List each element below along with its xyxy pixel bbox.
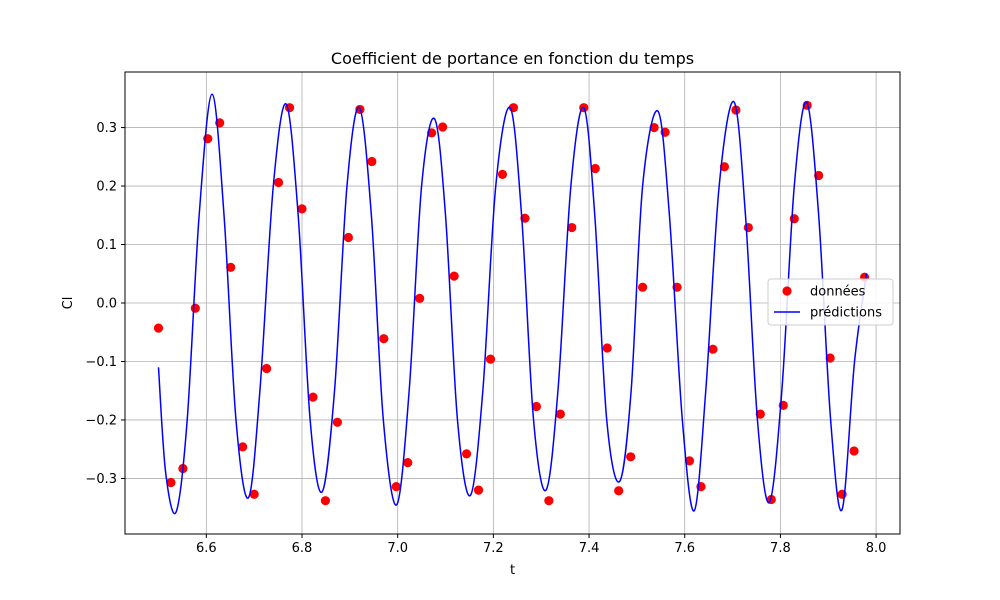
data-point xyxy=(485,354,496,364)
x-tick-label: 7.6 xyxy=(674,541,695,556)
x-tick-label: 6.6 xyxy=(196,541,217,556)
data-point xyxy=(166,477,176,488)
data-point xyxy=(473,485,484,495)
data-point xyxy=(320,496,331,506)
data-point xyxy=(614,486,624,496)
chart-title: Coefficient de portance en fonction du t… xyxy=(331,49,694,68)
y-tick-label: −0.3 xyxy=(85,472,117,487)
y-tick-label: 0.3 xyxy=(96,121,117,136)
data-point xyxy=(367,156,377,167)
data-point xyxy=(391,482,401,492)
data-point xyxy=(555,409,565,419)
data-point xyxy=(190,303,200,313)
data-point xyxy=(497,169,508,179)
legend-label-predictions: prédictions xyxy=(810,306,882,321)
data-point xyxy=(343,232,354,243)
data-point xyxy=(590,163,600,174)
data-point xyxy=(262,363,272,374)
data-point xyxy=(379,334,389,344)
y-tick-label: 0.0 xyxy=(96,297,117,312)
data-point xyxy=(684,456,695,466)
x-axis-label: t xyxy=(510,563,515,578)
legend-marker-donnees xyxy=(782,286,792,296)
data-point xyxy=(638,282,648,292)
grid xyxy=(125,72,900,534)
data-point xyxy=(415,293,425,303)
x-tick-label: 7.2 xyxy=(483,541,504,556)
data-point xyxy=(449,271,459,281)
y-tick-label: 0.1 xyxy=(96,238,117,253)
y-axis-label: Cl xyxy=(61,297,76,310)
legend: données prédictions xyxy=(767,278,894,326)
y-tick-label: 0.2 xyxy=(96,180,117,195)
data-point xyxy=(153,323,164,333)
prediction-line xyxy=(157,93,868,515)
data-point xyxy=(438,122,448,132)
x-tick-label: 6.8 xyxy=(292,541,313,556)
y-tick-label: −0.2 xyxy=(85,413,117,428)
data-point xyxy=(403,458,413,468)
y-tick-label: −0.1 xyxy=(85,355,117,370)
data-point xyxy=(708,344,718,354)
data-point xyxy=(308,392,318,402)
data-point xyxy=(567,222,577,233)
data-point xyxy=(531,401,542,412)
data-point xyxy=(238,442,248,452)
x-tick-label: 7.0 xyxy=(387,541,408,556)
data-point xyxy=(332,417,343,427)
data-point xyxy=(755,409,765,419)
data-point xyxy=(297,204,307,214)
x-tick-label: 8.0 xyxy=(866,541,887,556)
data-point xyxy=(743,222,753,233)
data-point xyxy=(602,343,612,353)
x-tick-label: 7.8 xyxy=(770,541,791,556)
data-point xyxy=(626,452,636,462)
data-point xyxy=(273,177,284,188)
data-point xyxy=(825,353,835,363)
legend-label-donnees: données xyxy=(810,285,866,300)
data-point xyxy=(461,449,472,459)
x-tick-label: 7.4 xyxy=(579,541,600,556)
data-point xyxy=(849,446,859,456)
data-point xyxy=(249,489,259,499)
data-point xyxy=(544,496,554,506)
legend-box xyxy=(767,278,894,326)
ticks: 6.6 6.8 7.0 7.2 7.4 7.6 7.8 8.0 −0.3 −0.2 −0.1 0.0 0… xyxy=(85,121,886,556)
data-point xyxy=(226,262,236,272)
